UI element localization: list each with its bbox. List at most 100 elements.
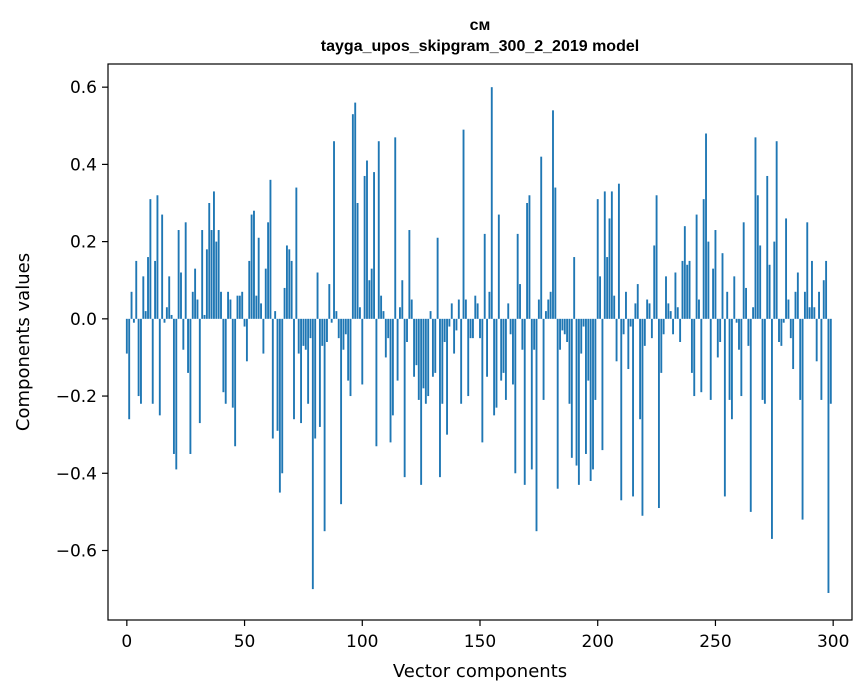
bar-86 xyxy=(328,284,331,319)
bar-284 xyxy=(794,291,797,319)
bar-171 xyxy=(528,195,531,319)
bar-250 xyxy=(714,230,717,319)
bar-174 xyxy=(535,318,538,532)
bar-43 xyxy=(227,291,230,319)
bar-245 xyxy=(702,199,705,319)
bar-175 xyxy=(537,299,540,319)
bar-151 xyxy=(481,318,484,443)
bar-1 xyxy=(128,318,131,420)
bar-14 xyxy=(158,318,161,416)
y-tick-label: 0.4 xyxy=(70,155,97,175)
bar-177 xyxy=(542,318,545,400)
bar-133 xyxy=(439,318,441,478)
bar-134 xyxy=(441,318,444,404)
bar-106 xyxy=(375,318,378,447)
bar-266 xyxy=(752,307,755,319)
bar-77 xyxy=(307,318,310,404)
bar-104 xyxy=(370,268,373,319)
bar-270 xyxy=(761,318,764,400)
bar-42 xyxy=(224,318,227,404)
bar-126 xyxy=(422,318,425,389)
bar-62 xyxy=(271,318,274,439)
bar-253 xyxy=(721,253,724,319)
bar-191 xyxy=(575,318,578,466)
bar-6 xyxy=(140,318,142,404)
bar-208 xyxy=(615,318,618,362)
bar-48 xyxy=(238,295,241,319)
bar-96 xyxy=(351,114,354,319)
bar-19 xyxy=(170,314,173,319)
bar-233 xyxy=(674,272,677,319)
bar-13 xyxy=(156,195,159,319)
bar-27 xyxy=(189,318,192,454)
bar-267 xyxy=(754,137,757,319)
bar-257 xyxy=(730,318,733,420)
bar-209 xyxy=(617,183,620,319)
bar-156 xyxy=(493,318,496,416)
x-tick-label: 0 xyxy=(121,632,132,652)
bar-169 xyxy=(523,318,526,485)
bar-50 xyxy=(243,318,246,327)
bar-5 xyxy=(137,318,140,397)
bar-255 xyxy=(726,291,729,319)
bar-212 xyxy=(625,291,627,319)
bar-142 xyxy=(460,318,463,404)
bar-161 xyxy=(504,318,507,400)
bar-223 xyxy=(650,318,653,339)
bar-294 xyxy=(818,291,820,319)
bar-252 xyxy=(719,318,722,342)
bar-92 xyxy=(342,318,345,350)
bar-274 xyxy=(771,318,773,539)
x-tick-label: 100 xyxy=(346,632,378,652)
bar-214 xyxy=(629,318,632,327)
bar-167 xyxy=(519,284,521,319)
bar-215 xyxy=(632,318,634,497)
bar-143 xyxy=(462,129,465,319)
bar-229 xyxy=(665,276,667,319)
bar-99 xyxy=(358,307,361,319)
bar-90 xyxy=(337,318,340,339)
y-axis-label: Components values xyxy=(13,253,34,431)
bar-217 xyxy=(636,284,639,319)
bar-16 xyxy=(163,318,166,323)
bar-232 xyxy=(672,318,674,335)
bar-196 xyxy=(587,318,590,381)
bar-0 xyxy=(125,318,128,354)
y-tick-label: 0.6 xyxy=(70,78,97,98)
bar-263 xyxy=(745,287,747,319)
bar-201 xyxy=(599,276,602,319)
bar-265 xyxy=(749,318,752,512)
bar-122 xyxy=(413,318,416,377)
bar-69 xyxy=(288,249,291,319)
bar-74 xyxy=(300,318,302,424)
bar-15 xyxy=(161,214,164,319)
bar-187 xyxy=(566,318,569,342)
y-tick-label: −0.4 xyxy=(56,464,97,484)
bar-256 xyxy=(728,318,731,400)
bar-278 xyxy=(780,318,783,346)
bar-225 xyxy=(655,195,658,319)
bar-110 xyxy=(384,318,387,358)
bar-220 xyxy=(643,318,646,346)
bar-198 xyxy=(592,318,594,470)
bar-224 xyxy=(653,245,656,319)
bar-261 xyxy=(740,318,743,397)
bar-254 xyxy=(723,318,726,497)
bar-25 xyxy=(184,222,187,319)
bar-88 xyxy=(333,141,335,319)
x-axis-ticks: 0 50 100 150 200 250 300 xyxy=(121,620,849,652)
bar-112 xyxy=(389,318,392,443)
bar-180 xyxy=(549,291,552,319)
bar-56 xyxy=(257,237,260,319)
chart-title-line2: tayga_upos_skipgram_300_2_2019 model xyxy=(321,38,639,55)
bar-59 xyxy=(264,268,267,319)
bar-3 xyxy=(132,318,135,323)
bar-125 xyxy=(420,318,423,485)
bar-117 xyxy=(401,280,404,319)
bar-178 xyxy=(544,311,547,319)
bar-11 xyxy=(151,318,154,404)
bar-41 xyxy=(222,318,225,393)
bar-21 xyxy=(175,318,178,470)
bar-268 xyxy=(756,195,759,319)
bar-185 xyxy=(561,318,564,331)
